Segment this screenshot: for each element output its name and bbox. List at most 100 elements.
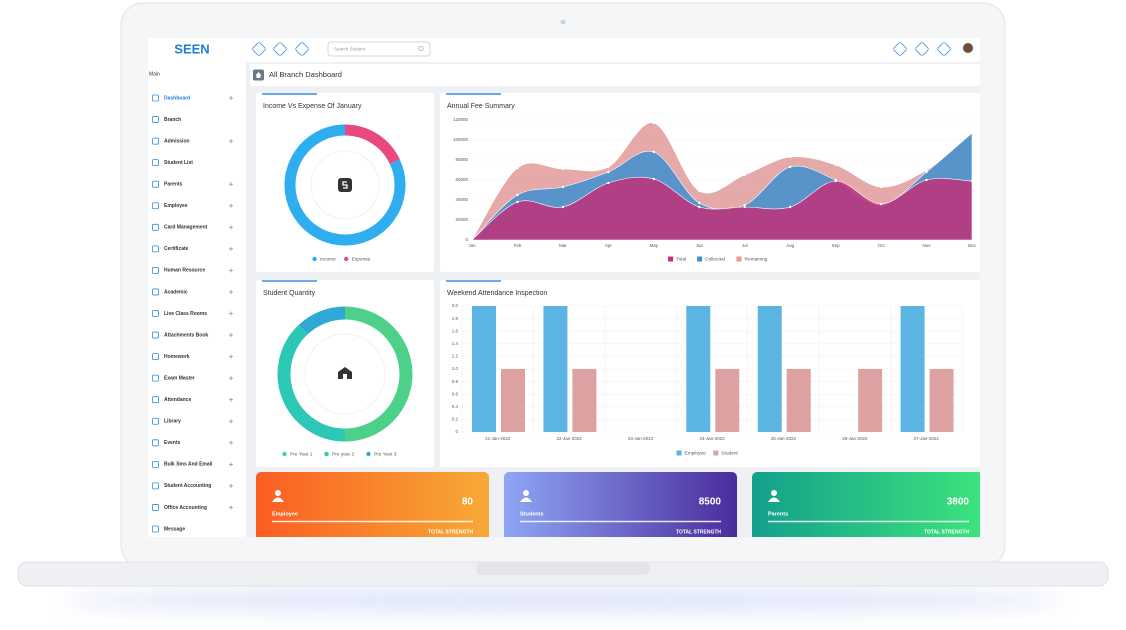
y-tick-label: 0.4 <box>452 404 459 409</box>
bar <box>472 306 496 432</box>
data-point <box>788 155 792 159</box>
panel-title: Income Vs Expense Of January <box>263 103 362 110</box>
data-point <box>925 170 928 174</box>
menu-item[interactable]: Card Management <box>164 225 208 231</box>
x-tick-label: 22-Jan-2022 <box>557 436 583 441</box>
menu-item[interactable]: Events <box>164 440 181 446</box>
header-icon[interactable] <box>937 42 951 56</box>
x-tick-label: Jul <box>742 243 748 248</box>
card-icon <box>771 490 777 496</box>
menu-item[interactable]: Human Resource <box>164 268 205 274</box>
legend-swatch <box>324 451 329 457</box>
y-tick-label: 1.6 <box>452 328 459 333</box>
bar <box>686 306 711 432</box>
card-label: Students <box>520 511 544 517</box>
menu-item[interactable]: Certificate <box>164 246 189 252</box>
menu-item[interactable]: Attendance <box>164 397 191 403</box>
header-icon[interactable] <box>915 42 929 56</box>
menu-icon <box>152 374 159 382</box>
data-point <box>834 179 837 183</box>
y-tick-label: 0.6 <box>452 391 459 396</box>
legend-label: Pre year 2 <box>332 451 354 457</box>
data-point <box>970 131 974 135</box>
bar <box>858 369 883 432</box>
toolbar-button[interactable] <box>273 42 287 56</box>
data-point <box>698 205 701 209</box>
panel-title: Weekend Attendance Inspection <box>447 290 547 297</box>
data-point <box>561 167 565 171</box>
data-point <box>652 121 656 125</box>
title-bar <box>250 64 980 86</box>
x-tick-label: Feb <box>514 243 522 248</box>
x-tick-label: Aug <box>786 243 795 248</box>
menu-item[interactable]: Branch <box>164 117 181 123</box>
menu-item[interactable]: Dashboard <box>164 95 190 101</box>
bar <box>900 306 925 432</box>
legend-swatch <box>366 451 371 457</box>
home-glyph <box>255 72 262 78</box>
data-point <box>879 185 883 189</box>
legend-swatch <box>697 256 703 262</box>
x-tick-label: Oct <box>878 243 886 248</box>
card-icon <box>275 490 281 496</box>
donut-segment <box>277 324 346 442</box>
x-tick-label: Jun <box>696 243 704 248</box>
card-icon <box>523 490 529 496</box>
donut-segment <box>284 124 406 246</box>
card-icon <box>768 497 780 502</box>
avatar[interactable] <box>963 43 973 53</box>
menu-icon <box>152 353 159 361</box>
menu-item[interactable]: Bulk Sms And Email <box>164 462 213 468</box>
bar <box>757 306 782 432</box>
menu-item[interactable]: Message <box>164 526 185 532</box>
menu-icon <box>152 331 159 339</box>
donut-inner <box>310 150 380 220</box>
menu-item[interactable]: Exam Master <box>164 375 195 381</box>
menu-item[interactable]: Live Class Rooms <box>164 311 207 317</box>
bar <box>786 369 811 432</box>
camera <box>560 19 566 25</box>
card-caption: TOTAL STRENGTH <box>428 529 473 535</box>
data-point <box>470 238 474 242</box>
legend-swatch <box>676 450 682 456</box>
search-box[interactable] <box>327 41 431 57</box>
menu-icon <box>152 159 159 167</box>
y-tick-label: 120000 <box>453 117 469 122</box>
menu-icon <box>152 116 159 123</box>
data-point <box>607 165 610 169</box>
card-icon <box>272 497 284 502</box>
panel-title: Student Quantity <box>263 290 316 297</box>
menu-icon <box>152 94 159 102</box>
menu-item[interactable]: Employee <box>164 203 188 209</box>
legend-label: Pre Year 3 <box>374 451 397 457</box>
menu-item[interactable]: Library <box>164 419 181 425</box>
menu-icon <box>152 504 159 511</box>
sidebar-section: Main <box>149 71 160 77</box>
menu-item[interactable]: Student Accounting <box>164 483 211 489</box>
data-point <box>516 200 519 204</box>
top-bar <box>148 38 980 62</box>
menu-icon <box>152 482 159 490</box>
menu-item[interactable]: Office Accounting <box>164 505 207 511</box>
laptop-shadow <box>63 588 1063 612</box>
toolbar-button[interactable] <box>252 42 266 56</box>
toolbar-button[interactable] <box>295 42 309 56</box>
menu-icon <box>152 180 159 188</box>
legend-label: Expense <box>352 256 371 262</box>
panel-title: Annual Fee Summary <box>447 103 515 110</box>
menu-item[interactable]: Academic <box>164 289 188 295</box>
menu-item[interactable]: Student List <box>164 160 193 166</box>
menu-item[interactable]: Admission <box>164 138 190 144</box>
menu-item[interactable]: Homework <box>164 354 190 360</box>
menu-item[interactable]: Attachments Book <box>164 332 208 338</box>
header-icon[interactable] <box>893 42 907 56</box>
legend-swatch <box>282 451 287 457</box>
data-point <box>788 165 792 169</box>
data-point <box>743 205 746 209</box>
menu-item[interactable]: Parents <box>164 182 183 188</box>
data-point <box>834 163 837 167</box>
donut-inner <box>304 333 386 415</box>
legend-label: Student <box>721 450 738 456</box>
x-tick-label: 27-Jan-2022 <box>914 436 940 441</box>
